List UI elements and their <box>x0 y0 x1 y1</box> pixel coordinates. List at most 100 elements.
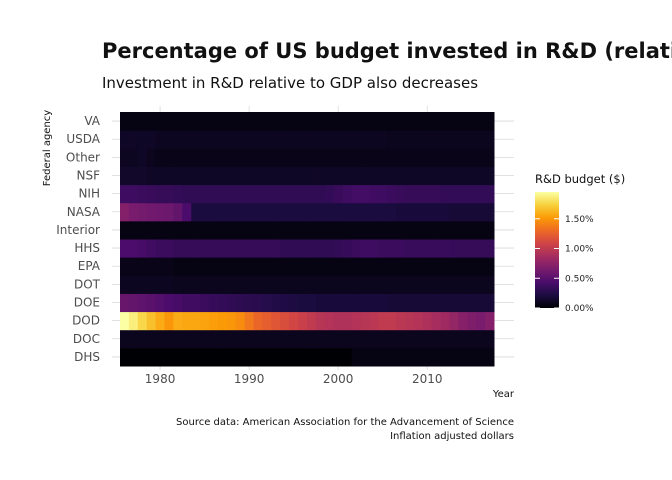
heatmap-cell-doc-1987 <box>217 329 228 349</box>
heatmap-cell-usda-1985 <box>200 130 210 149</box>
heatmap-cell-va-2003 <box>360 112 370 131</box>
heatmap-cell-doe-1993 <box>271 293 281 313</box>
heatmap-cell-doe-1983 <box>182 293 192 313</box>
heatmap-cell-nsf-2002 <box>351 166 361 186</box>
heatmap-cell-nasa-2013 <box>449 202 459 222</box>
heatmap-cell-other-2005 <box>378 148 388 167</box>
heatmap-cell-interior-2002 <box>351 220 361 240</box>
heatmap-cell-hhs-2010 <box>422 239 433 258</box>
x-axis-label: Year <box>492 389 515 400</box>
y-tick-label-nasa: NASA <box>67 205 101 219</box>
heatmap-cell-usda-1986 <box>209 130 219 149</box>
heatmap-cell-dot-2010 <box>422 275 433 294</box>
heatmap-cell-dhs-1997 <box>307 347 317 367</box>
heatmap-cell-interior-1996 <box>298 220 308 240</box>
heatmap-cell-nsf-2006 <box>387 166 397 186</box>
heatmap-cell-nih-2006 <box>387 184 397 204</box>
heatmap-cell-epa-2011 <box>431 257 442 276</box>
y-tick-label-doc: DOC <box>73 332 100 346</box>
heatmap-cell-va-2017 <box>485 112 495 131</box>
heatmap-cell-nasa-1982 <box>173 202 183 222</box>
heatmap-cell-doc-2006 <box>387 329 397 349</box>
heatmap-cell-dod-2002 <box>351 311 361 331</box>
heatmap-cell-nasa-2017 <box>485 202 495 222</box>
heatmap-cell-dot-1976 <box>120 275 130 294</box>
heatmap-cell-nasa-1985 <box>200 202 210 222</box>
legend-colorbar <box>535 192 559 308</box>
heatmap-cell-dhs-1999 <box>324 347 335 367</box>
heatmap-cell-dod-1991 <box>253 311 263 331</box>
y-tick-label-hhs: HHS <box>74 241 100 255</box>
heatmap-cell-interior-1979 <box>146 220 157 240</box>
heatmap-cell-doc-1980 <box>155 329 166 349</box>
heatmap-cell-dot-1977 <box>128 275 139 294</box>
heatmap-cell-nasa-1992 <box>262 202 272 222</box>
heatmap-cell-interior-2012 <box>440 220 450 240</box>
heatmap-cell-va-1981 <box>164 112 174 131</box>
heatmap-cell-va-1986 <box>209 112 219 131</box>
heatmap-cell-nih-2003 <box>360 184 370 204</box>
heatmap-cell-nih-2001 <box>342 184 353 204</box>
heatmap-cell-nsf-1977 <box>128 166 139 186</box>
heatmap-cell-dot-1981 <box>164 275 174 294</box>
heatmap-cell-usda-1997 <box>307 130 317 149</box>
heatmap-cell-va-1999 <box>324 112 335 131</box>
heatmap-cell-dod-1985 <box>200 311 210 331</box>
heatmap-cell-doe-2017 <box>485 293 495 313</box>
heatmap-cell-usda-1998 <box>315 130 326 149</box>
heatmap-cell-doc-2001 <box>342 329 353 349</box>
heatmap-cell-dot-2015 <box>467 275 477 294</box>
heatmap-cell-dod-2013 <box>449 311 459 331</box>
heatmap-cell-hhs-2005 <box>378 239 388 258</box>
heatmap-cell-doc-1995 <box>289 329 299 349</box>
heatmap-cell-dot-2001 <box>342 275 353 294</box>
y-tick-label-epa: EPA <box>78 259 101 273</box>
heatmap-cell-other-1979 <box>146 148 157 167</box>
heatmap-cell-interior-2009 <box>413 220 424 240</box>
heatmap-cell-nih-1997 <box>307 184 317 204</box>
heatmap-cell-dod-1979 <box>146 311 157 331</box>
heatmap-cell-epa-2002 <box>351 257 361 276</box>
heatmap-cell-dhs-2011 <box>431 347 442 367</box>
heatmap-cell-dhs-2003 <box>360 347 370 367</box>
legend-tick-label: 0.00% <box>565 304 594 314</box>
y-axis-label: Federal agency <box>42 110 53 187</box>
heatmap-cell-nsf-2010 <box>422 166 433 186</box>
heatmap-cell-dot-1993 <box>271 275 281 294</box>
heatmap-cell-doe-1982 <box>173 293 183 313</box>
heatmap-cell-doc-1979 <box>146 329 157 349</box>
heatmap-cell-doe-2016 <box>476 293 486 313</box>
heatmap-cell-dhs-1998 <box>315 347 326 367</box>
heatmap-cell-interior-1977 <box>128 220 139 240</box>
heatmap-cell-nih-2004 <box>369 184 379 204</box>
heatmap-cell-va-2008 <box>404 112 415 131</box>
heatmap-cell-other-1994 <box>280 148 290 167</box>
heatmap-cell-dod-1997 <box>307 311 317 331</box>
y-tick-label-usda: USDA <box>66 132 100 146</box>
heatmap-cell-nasa-1976 <box>120 202 130 222</box>
heatmap-cell-dot-1978 <box>137 275 148 294</box>
heatmap-cell-interior-1997 <box>307 220 317 240</box>
heatmap-cell-usda-1982 <box>173 130 183 149</box>
heatmap-cell-dot-2012 <box>440 275 450 294</box>
heatmap-cell-nih-1998 <box>315 184 326 204</box>
heatmap-cell-nih-1982 <box>173 184 183 204</box>
heatmap-cell-other-2009 <box>413 148 424 167</box>
heatmap-cell-epa-1988 <box>226 257 237 276</box>
heatmap-cell-hhs-2003 <box>360 239 370 258</box>
heatmap-cell-dod-1986 <box>209 311 219 331</box>
heatmap-cell-doc-2008 <box>404 329 415 349</box>
heatmap-cell-other-1992 <box>262 148 272 167</box>
heatmap-cell-dot-2014 <box>458 275 468 294</box>
legend-tick-label: 1.50% <box>565 215 594 225</box>
heatmap-cell-nasa-1987 <box>217 202 228 222</box>
heatmap-cell-nsf-2016 <box>476 166 486 186</box>
heatmap-cell-interior-2013 <box>449 220 459 240</box>
heatmap-cell-dot-1986 <box>209 275 219 294</box>
heatmap-cell-doe-1994 <box>280 293 290 313</box>
heatmap-cell-nasa-2008 <box>404 202 415 222</box>
heatmap-cell-dhs-2010 <box>422 347 433 367</box>
heatmap-cell-nih-1985 <box>200 184 210 204</box>
heatmap-cell-epa-1987 <box>217 257 228 276</box>
heatmap-cell-other-2011 <box>431 148 442 167</box>
